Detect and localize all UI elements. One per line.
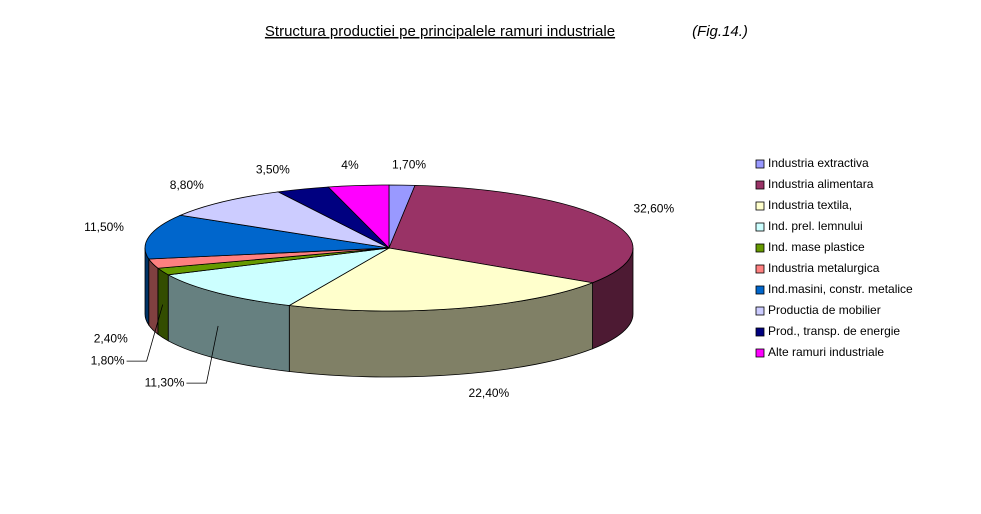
legend-swatch (755, 348, 765, 358)
slice-side (144, 247, 150, 327)
data-label: 1,80% (91, 353, 125, 367)
pie-walls (144, 247, 634, 378)
legend-label: Prod., transp. de energie (768, 324, 900, 338)
pie-tops (144, 184, 634, 312)
legend-swatch (755, 243, 765, 253)
legend-swatch (755, 285, 765, 295)
legend-label: Industria alimentara (768, 177, 874, 191)
legend-label: Industria textila, (768, 198, 852, 212)
legend-label: Ind. prel. lemnului (768, 219, 863, 233)
slice (144, 214, 390, 260)
leader-line (126, 304, 164, 362)
legend-swatch (755, 327, 765, 337)
data-label: 2,40% (94, 331, 128, 345)
slice (166, 247, 390, 306)
legend-swatch (755, 159, 765, 169)
data-label: 4% (341, 158, 359, 172)
chart-title: Structura productiei pe principalele ram… (265, 23, 615, 40)
data-label: 11,50% (84, 220, 124, 234)
slice-side (157, 267, 169, 342)
legend: Industria extractiva Industria alimentara… (755, 156, 913, 359)
legend-label: Ind.masini, constr. metalice (768, 282, 913, 296)
chart-subtitle: (Fig.14.) (692, 23, 748, 40)
leader-line (186, 325, 219, 384)
data-label: 8,80% (170, 178, 204, 192)
slice (288, 247, 595, 312)
legend-swatch (755, 180, 765, 190)
data-label: 22,40% (469, 386, 510, 400)
data-label: 1,70% (392, 157, 426, 171)
slice (179, 191, 390, 249)
legend-label: Industria extractiva (768, 156, 869, 170)
slice (327, 184, 390, 249)
legend-swatch (755, 222, 765, 232)
data-label: 11,30% (145, 375, 185, 389)
legend-swatch (755, 201, 765, 211)
legend-label: Ind. mase plastice (768, 240, 865, 254)
slice-side (148, 257, 159, 336)
legend-swatch (755, 264, 765, 274)
data-label: 32,60% (633, 201, 674, 215)
legend-swatch (755, 306, 765, 316)
data-label: 3,50% (256, 162, 290, 176)
legend-label: Productia de mobilier (768, 303, 881, 317)
data-labels: 1,70% 32,60% 22,40% 11,30% 1,80% 2,40% 11,50% 8… (84, 157, 674, 400)
legend-label: Industria metalurgica (768, 261, 880, 275)
legend-label: Alte ramuri industriale (768, 345, 884, 359)
